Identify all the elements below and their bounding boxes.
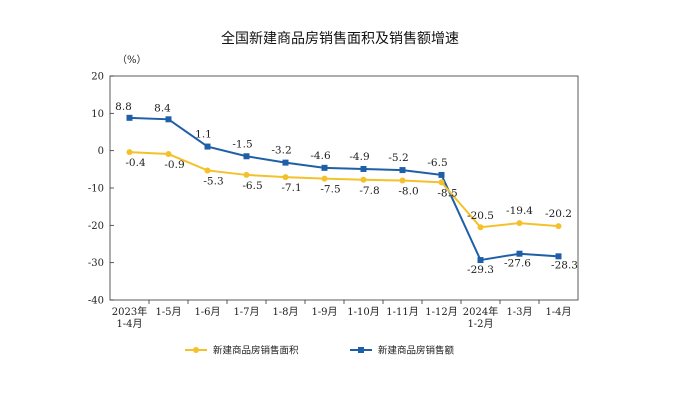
y-tick-label: -10 <box>88 184 104 195</box>
data-label: -1.5 <box>232 138 252 150</box>
x-tick-label: 1-8月 <box>272 306 298 318</box>
x-tick-label: 1-5月 <box>155 306 181 318</box>
data-label: -0.4 <box>125 157 146 169</box>
x-tick-label: 1-11月 <box>386 306 418 318</box>
data-label: -28.3 <box>551 259 578 271</box>
data-point <box>438 171 445 178</box>
y-axis-unit-label: （%） <box>117 54 147 66</box>
x-tick-label: 1-7月 <box>233 306 259 318</box>
x-tick-label: 1-2月 <box>467 318 493 330</box>
x-tick-label: 1-4月 <box>545 306 571 318</box>
x-tick-label: 2023年 <box>112 305 147 318</box>
data-label: -8.5 <box>437 187 457 199</box>
data-label: -27.6 <box>504 258 531 270</box>
data-point <box>321 164 328 171</box>
chart-title: 全国新建商品房销售面积及销售额增速 <box>221 30 459 47</box>
legend-label: 新建商品房销售额 <box>378 345 455 357</box>
data-point <box>360 165 367 172</box>
data-label: -7.8 <box>359 185 379 197</box>
data-label: -29.3 <box>467 264 494 276</box>
data-point <box>126 114 133 121</box>
legend: 新建商品房销售面积 新建商品房销售额 <box>185 345 455 357</box>
data-point <box>399 167 406 174</box>
data-label: -4.6 <box>310 150 331 162</box>
data-point <box>555 223 562 230</box>
data-label: -8.0 <box>398 186 418 198</box>
data-label: -6.5 <box>242 180 262 192</box>
data-point <box>360 176 367 183</box>
data-label: -5.2 <box>388 152 408 164</box>
y-tick-label: 0 <box>98 146 104 157</box>
data-point <box>243 153 250 160</box>
data-point <box>126 149 133 156</box>
data-point <box>516 250 523 257</box>
y-tick-label: 10 <box>91 109 104 120</box>
data-point <box>204 167 211 174</box>
y-axis: 20 10 0 -10 -20 -30 -40 <box>88 72 114 307</box>
data-point <box>165 151 172 158</box>
data-point <box>555 253 562 260</box>
x-tick-label: 2024年 <box>463 305 498 318</box>
legend-marker <box>358 347 364 353</box>
data-label: 8.4 <box>154 102 171 114</box>
legend-label: 新建商品房销售面积 <box>213 345 299 357</box>
y-tick-label: -40 <box>88 296 104 307</box>
data-label: -6.5 <box>427 157 447 169</box>
x-tick-label: 1-9月 <box>311 306 337 318</box>
data-point <box>438 179 445 186</box>
data-point <box>282 159 289 166</box>
legend-marker <box>193 347 199 353</box>
data-point <box>165 116 172 123</box>
data-point <box>282 174 289 181</box>
x-tick-label: 1-10月 <box>347 306 379 318</box>
data-point <box>243 171 250 178</box>
data-point <box>399 177 406 184</box>
data-label: -20.5 <box>467 210 494 222</box>
data-label: -19.4 <box>506 205 533 217</box>
data-point <box>477 257 484 264</box>
data-label: -4.9 <box>349 151 369 163</box>
data-label: -0.9 <box>164 159 184 171</box>
series-layer: 8.8 8.4 1.1 -1.5 -3.2 -4.6 -4.9 -5.2 -6.5 -29.3 -2… <box>115 101 578 276</box>
data-label: -5.3 <box>203 175 223 187</box>
y-tick-label: -20 <box>88 221 104 232</box>
data-label: -7.1 <box>281 182 301 194</box>
data-point <box>321 175 328 182</box>
series-line <box>129 151 559 229</box>
x-tick-label: 1-3月 <box>506 306 532 318</box>
x-tick-label: 1-4月 <box>116 318 142 330</box>
data-point <box>204 143 211 150</box>
y-tick-label: -30 <box>88 258 104 269</box>
x-tick-label: 1-6月 <box>194 306 220 318</box>
data-label: 8.8 <box>115 101 132 113</box>
data-point <box>477 224 484 231</box>
data-label: -7.5 <box>320 184 340 196</box>
data-label: 1.1 <box>195 129 212 141</box>
data-label: -3.2 <box>271 145 291 157</box>
series-line <box>129 116 559 262</box>
y-tick-label: 20 <box>91 72 104 83</box>
x-tick-label: 1-12月 <box>425 306 457 318</box>
data-label: -20.2 <box>545 208 572 220</box>
data-point <box>516 220 523 227</box>
